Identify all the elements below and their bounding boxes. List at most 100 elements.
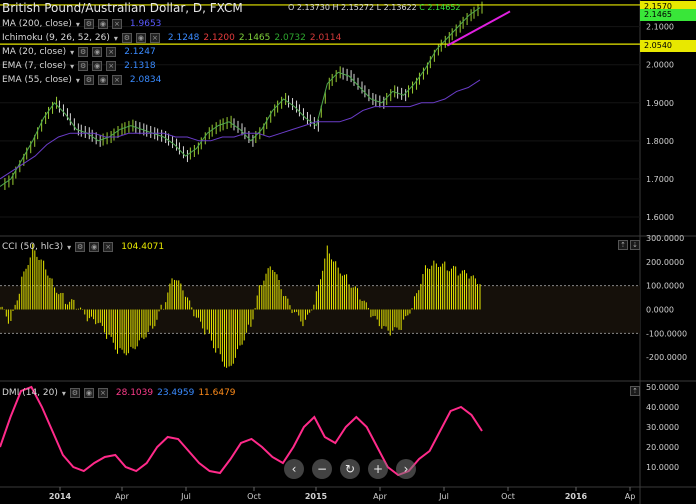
settings-icon[interactable]: ⚙ [78,61,89,71]
visibility-icon[interactable]: ◉ [92,47,103,57]
scroll-forward-button[interactable]: › [396,459,416,479]
cci-tick-label: 100.0000 [646,282,684,291]
close-icon[interactable]: × [106,47,117,57]
chart-navigation: ‹ − ↻ + › [284,459,416,479]
legend-ema55[interactable]: EMA (55, close) ▾ ⚙ ◉ × 2.0834 [2,75,161,85]
price-tick-label: 1.6000 [646,213,674,222]
scroll-back-button[interactable]: ‹ [284,459,304,479]
close-icon[interactable]: × [106,61,117,71]
dmi-tick-label: 30.0000 [646,423,679,432]
time-tick-label: Oct [501,492,515,501]
legend-dmi[interactable]: DMI (14, 20) ▾ ⚙ ◉ × 28.1039 23.4959 11.… [2,388,236,398]
close-icon[interactable]: × [111,75,122,85]
settings-icon[interactable]: ⚙ [83,75,94,85]
price-tick-label: 2.1000 [646,23,674,32]
price-line [0,7,481,187]
visibility-icon[interactable]: ◉ [97,75,108,85]
ohlc-low: L 2.13622 [376,3,417,12]
legend-ema7-value: 2.1318 [124,61,156,71]
legend-ema7-label: EMA (7, close) [2,61,67,71]
ohlc-close: C 2.14652 [419,3,461,12]
dmi-tick-label: 20.0000 [646,443,679,452]
price-tick-label: 1.8000 [646,137,674,146]
legend-cci-value: 104.4071 [121,242,165,252]
legend-ema55-value: 2.0834 [129,75,162,85]
legend-cci-label: CCI (50, hlc3) [2,242,64,252]
legend-ichimoku[interactable]: Ichimoku (9, 26, 52, 26) ▾ ⚙ ◉ × 2.1248 … [2,33,341,43]
pane-up-icon[interactable]: ⇡ [630,386,640,396]
legend-ema7[interactable]: EMA (7, close) ▾ ⚙ ◉ × 2.1318 [2,61,156,71]
visibility-icon[interactable]: ◉ [92,61,103,71]
time-tick-label: 2015 [305,492,328,501]
price-label-current: 2.1465 [640,9,696,21]
legend-ichimoku-value-1: 2.1248 [167,33,200,43]
cci-tick-label: -200.0000 [646,353,687,362]
cci-tick-label: 0.0000 [646,306,674,315]
legend-ichimoku-value-3: 2.1465 [238,33,271,43]
legend-cci[interactable]: CCI (50, hlc3) ▾ ⚙ ◉ × 104.4071 [2,242,164,252]
settings-icon[interactable]: ⚙ [69,388,80,398]
chevron-down-icon[interactable]: ▾ [61,388,66,398]
close-icon[interactable]: × [103,242,114,252]
legend-ma200-label: MA (200, close) [2,19,72,29]
symbol-title: British Pound/Australian Dollar, D, FXCM [2,1,243,15]
legend-dmi-label: DMI (14, 20) [2,388,58,398]
visibility-icon[interactable]: ◉ [97,19,108,29]
pane-up-icon[interactable]: ⇡ [618,240,628,250]
cci-tick-label: 200.0000 [646,258,684,267]
visibility-icon[interactable]: ◉ [89,242,100,252]
legend-ichimoku-value-4: 2.0732 [274,33,306,43]
chevron-down-icon[interactable]: ▾ [67,242,72,252]
price-tick-label: 1.7000 [646,175,674,184]
legend-ma200[interactable]: MA (200, close) ▾ ⚙ ◉ × 1.9653 [2,19,161,29]
legend-ichimoku-value-5: 2.0114 [309,33,342,43]
ema55-line [0,79,481,180]
settings-icon[interactable]: ⚙ [75,242,86,252]
visibility-icon[interactable]: ◉ [83,388,94,398]
legend-dmi-value-1: 28.1039 [115,388,154,398]
visibility-icon[interactable]: ◉ [135,33,146,43]
time-tick-label: Jul [180,492,191,501]
legend-dmi-value-3: 11.6479 [198,388,236,398]
zoom-out-button[interactable]: − [312,459,332,479]
ohlc-readout: O 2.13730 H 2.15272 L 2.13622 C 2.14652 [288,3,461,12]
zoom-in-button[interactable]: + [368,459,388,479]
ohlc-high: H 2.15272 [332,3,375,12]
dmi-tick-label: 50.0000 [646,383,679,392]
time-tick-label: Apr [373,492,388,501]
price-label-support: 2.0540 [640,40,696,52]
cci-tick-label: 300.0000 [646,234,684,243]
legend-dmi-value-2: 23.4959 [157,388,195,398]
reset-button[interactable]: ↻ [340,459,360,479]
legend-ichimoku-label: Ichimoku (9, 26, 52, 26) [2,33,110,43]
settings-icon[interactable]: ⚙ [121,33,132,43]
ohlc-open: O 2.13730 [288,3,330,12]
price-tick-label: 1.9000 [646,99,674,108]
close-icon[interactable]: × [97,388,108,398]
chevron-down-icon[interactable]: ▾ [70,61,75,71]
cci-tick-label: -100.0000 [646,329,687,338]
settings-icon[interactable]: ⚙ [83,19,94,29]
dmi-tick-label: 10.0000 [646,463,679,472]
time-tick-label: 2016 [565,492,588,501]
pane-down-icon[interactable]: ⇣ [630,240,640,250]
time-tick-label: Apr [115,492,130,501]
chevron-down-icon[interactable]: ▾ [75,75,80,85]
time-tick-label: Oct [247,492,261,501]
chevron-down-icon[interactable]: ▾ [113,33,118,43]
legend-ma20[interactable]: MA (20, close) ▾ ⚙ ◉ × 2.1247 [2,47,156,57]
legend-ma20-label: MA (20, close) [2,47,67,57]
dmi-tick-label: 40.0000 [646,403,679,412]
legend-ema55-label: EMA (55, close) [2,75,72,85]
close-icon[interactable]: × [111,19,122,29]
legend-ma200-value: 1.9653 [129,19,162,29]
close-icon[interactable]: × [149,33,160,43]
time-tick-label: Ap [625,492,636,501]
legend-ma20-value: 2.1247 [124,47,156,57]
chevron-down-icon[interactable]: ▾ [70,47,75,57]
settings-icon[interactable]: ⚙ [78,47,89,57]
chevron-down-icon[interactable]: ▾ [75,19,80,29]
legend-ichimoku-value-2: 2.1200 [203,33,235,43]
